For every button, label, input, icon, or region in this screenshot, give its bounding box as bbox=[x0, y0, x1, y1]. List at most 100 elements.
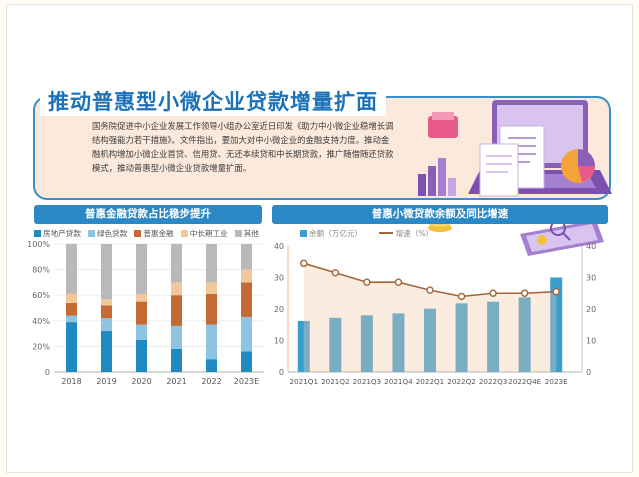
legend-item-growth: 增速（%） bbox=[378, 228, 434, 239]
bar-segment bbox=[101, 299, 112, 306]
title-container: 推动普惠型小微企业贷款增量扩面 bbox=[40, 86, 386, 116]
growth-point bbox=[520, 289, 529, 297]
y-tick-label: 0 bbox=[45, 368, 50, 377]
bar-segment bbox=[66, 315, 77, 323]
y-tick-label: 100% bbox=[27, 240, 50, 249]
bar-segment bbox=[241, 282, 252, 317]
bar-segment bbox=[136, 293, 147, 302]
x-tick-label: 2022Q1 bbox=[416, 377, 445, 386]
y-tick-label: 80% bbox=[32, 266, 50, 275]
x-tick-label: 2020 bbox=[131, 377, 151, 386]
growth-point bbox=[552, 287, 560, 296]
growth-point bbox=[394, 278, 403, 286]
chart2-title: 普惠小微贷款余额及同比增速 bbox=[272, 205, 608, 224]
x-tick-label: 2022Q3 bbox=[479, 377, 508, 386]
legend-swatch bbox=[134, 230, 142, 237]
growth-area bbox=[303, 263, 557, 372]
legend-item: 中长期工业 bbox=[180, 228, 228, 239]
x-tick-label: 2022 bbox=[201, 377, 221, 386]
bar-chart-icon bbox=[418, 158, 456, 196]
growth-point bbox=[489, 289, 497, 297]
legend-item-balance: 余额（万亿元） bbox=[300, 228, 362, 239]
wallet-icon bbox=[428, 112, 458, 138]
balance-bar bbox=[487, 301, 500, 372]
legend-swatch bbox=[87, 230, 95, 237]
bar-segment bbox=[206, 282, 217, 294]
bar-segment bbox=[136, 301, 147, 325]
y-left-tick-label: 40 bbox=[274, 242, 284, 251]
x-tick-label: 2019 bbox=[96, 377, 116, 386]
x-tick-label: 2021Q1 bbox=[290, 377, 319, 386]
chart2-svg: 0 10 20 30 40 0 10 20 30 40 2021Q1 2021Q2 2021Q3 2021… bbox=[274, 242, 596, 386]
x-tick-label: 2021Q2 bbox=[321, 377, 350, 386]
bar-segment bbox=[171, 295, 182, 326]
y-right-tick-label: 30 bbox=[586, 274, 596, 283]
legend-label: 房地产贷款 bbox=[43, 229, 81, 238]
legend-swatch bbox=[180, 230, 188, 237]
balance-bar bbox=[297, 320, 310, 372]
y-tick-label: 40% bbox=[32, 317, 50, 326]
y-left-tick-label: 0 bbox=[279, 368, 284, 377]
y-left-tick-label: 30 bbox=[274, 274, 284, 283]
balance-bar bbox=[455, 303, 468, 372]
bar-segment bbox=[101, 244, 112, 300]
y-right-tick-label: 40 bbox=[586, 242, 596, 251]
bar-segment bbox=[136, 324, 147, 340]
bar-segment bbox=[136, 340, 147, 372]
legend-label: 中长期工业 bbox=[189, 229, 228, 238]
y-right-tick-label: 10 bbox=[586, 337, 596, 346]
x-tick-label: 2018 bbox=[61, 377, 81, 386]
chart1-title: 普惠金融贷款占比稳步提升 bbox=[34, 205, 262, 224]
legend-label: 增速（%） bbox=[395, 229, 434, 238]
chart2-legend: 余额（万亿元） 增速（%） bbox=[300, 228, 447, 239]
y-left-tick-label: 10 bbox=[274, 337, 284, 346]
y-right-tick-label: 20 bbox=[586, 305, 596, 314]
y-left-tick-label: 20 bbox=[274, 305, 284, 314]
x-tick-label: 2021 bbox=[166, 377, 186, 386]
bar-segment bbox=[171, 244, 182, 283]
legend-label: 余额（万亿元） bbox=[309, 229, 363, 238]
page-title: 推动普惠型小微企业贷款增量扩面 bbox=[48, 90, 378, 114]
legend-swatch bbox=[234, 230, 242, 237]
bar-segment bbox=[241, 244, 252, 270]
bar-segment bbox=[206, 324, 217, 360]
x-tick-label: 2023E bbox=[545, 377, 568, 386]
bar-segment bbox=[241, 316, 252, 352]
growth-point bbox=[331, 269, 340, 277]
bar-segment bbox=[206, 359, 217, 372]
bar-segment bbox=[171, 325, 182, 349]
growth-point bbox=[300, 259, 308, 268]
growth-point bbox=[363, 278, 371, 286]
pie-chart-icon bbox=[561, 149, 595, 183]
bar-segment bbox=[171, 348, 182, 372]
legend-label: 普惠金融 bbox=[143, 229, 174, 238]
chart1-legend: 房地产贷款 绿色贷款 普惠金融 中长期工业 其他 bbox=[34, 228, 272, 239]
legend-swatch bbox=[300, 230, 307, 237]
balance-bar bbox=[360, 315, 373, 372]
intro-text: 国务院促进中小企业发展工作领导小组办公室近日印发《助力中小微企业稳增长调结构强能… bbox=[92, 121, 394, 173]
growth-point bbox=[457, 292, 466, 301]
bar-segment bbox=[66, 293, 77, 303]
bar-segment bbox=[66, 322, 77, 372]
bar-segment bbox=[241, 269, 252, 283]
bar-segment bbox=[206, 293, 217, 325]
legend-line-swatch bbox=[378, 232, 393, 234]
bar-segment bbox=[101, 331, 112, 372]
legend-item: 普惠金融 bbox=[134, 228, 174, 239]
bar-segment bbox=[101, 318, 112, 332]
balance-bar bbox=[518, 297, 531, 372]
y-tick-label: 60% bbox=[32, 291, 50, 300]
finance-illustration bbox=[418, 100, 612, 256]
legend-label: 其他 bbox=[243, 229, 259, 238]
growth-point bbox=[426, 286, 434, 294]
x-tick-label: 2021Q3 bbox=[353, 377, 382, 386]
legend-swatch bbox=[34, 230, 41, 237]
x-tick-label: 2022Q4E bbox=[508, 377, 542, 386]
legend-item: 其他 bbox=[234, 228, 259, 239]
balance-bar bbox=[550, 277, 563, 372]
legend-label: 绿色贷款 bbox=[96, 229, 128, 238]
y-right-tick-label: 0 bbox=[586, 368, 591, 377]
legend-item: 绿色贷款 bbox=[87, 228, 128, 239]
bar-segment bbox=[66, 244, 77, 294]
x-tick-label: 2023E bbox=[234, 377, 259, 386]
